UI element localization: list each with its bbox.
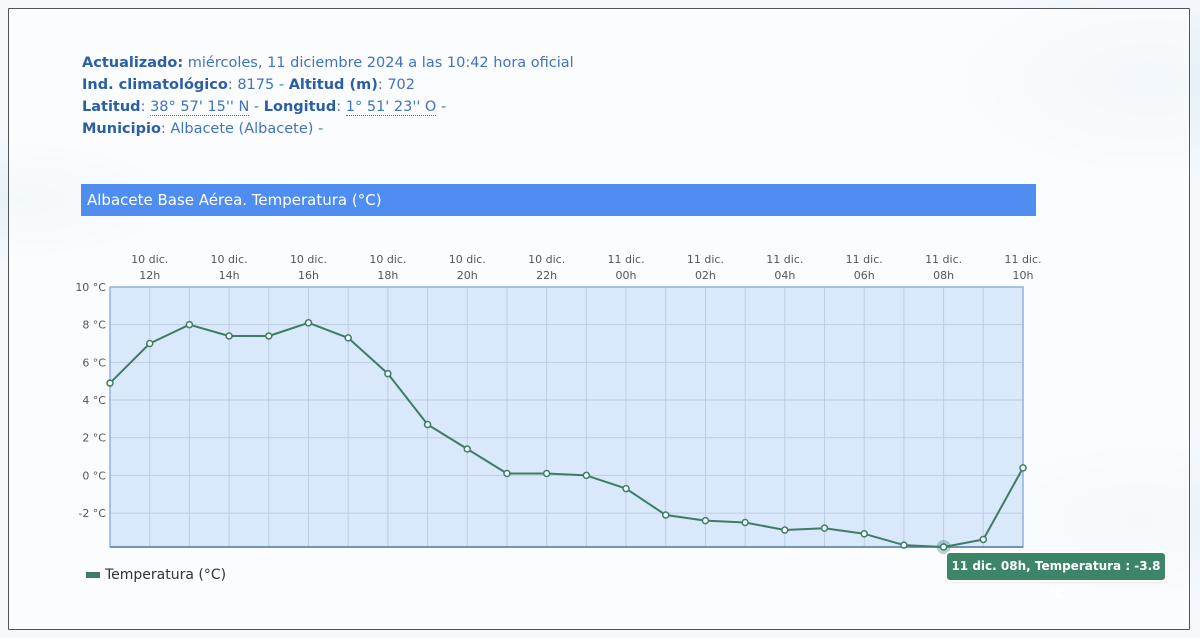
x-tick-label-hour: 06h bbox=[854, 269, 875, 282]
y-tick-label: 10 °C bbox=[75, 281, 106, 294]
longitude-separator-1: - bbox=[249, 99, 264, 115]
data-point bbox=[582, 471, 591, 480]
climate-line: Ind. climatológico: 8175 - Altitud (m): … bbox=[82, 74, 574, 96]
legend-label: Temperatura (°C) bbox=[105, 567, 227, 583]
y-tick-label: -2 °C bbox=[78, 507, 106, 520]
y-tick-label: 0 °C bbox=[82, 469, 106, 482]
chart-title: Albacete Base Aérea. Temperatura (°C) bbox=[81, 184, 1036, 216]
x-tick-label-date: 10 dic. bbox=[290, 253, 327, 266]
x-tick-label-date: 11 dic. bbox=[1004, 253, 1041, 266]
climate-index-value: : 8175 - bbox=[227, 77, 289, 93]
x-tick-label-hour: 00h bbox=[616, 269, 637, 282]
chart-tooltip: 11 dic. 08h, Temperatura : -3.8 °C bbox=[947, 553, 1165, 600]
station-info: Actualizado: miércoles, 11 diciembre 202… bbox=[82, 52, 574, 140]
climate-index-label: Ind. climatológico bbox=[82, 77, 228, 93]
latitude-label: Latitud bbox=[82, 99, 141, 115]
x-tick-label-date: 11 dic. bbox=[925, 253, 962, 266]
latitude-value[interactable]: 38° 57' 15'' N bbox=[150, 99, 250, 116]
x-tick-label-hour: 12h bbox=[139, 269, 160, 282]
y-tick-label: 8 °C bbox=[82, 319, 106, 332]
data-point bbox=[503, 469, 511, 478]
data-point bbox=[860, 530, 868, 538]
legend-swatch bbox=[86, 572, 100, 578]
data-point bbox=[781, 526, 789, 534]
data-point bbox=[463, 445, 472, 453]
x-tick-label-date: 10 dic. bbox=[211, 253, 248, 266]
data-point bbox=[701, 516, 710, 525]
data-point bbox=[939, 543, 948, 551]
data-point bbox=[344, 334, 352, 342]
plot-area bbox=[110, 287, 1023, 547]
x-tick-label-date: 10 dic. bbox=[449, 253, 486, 266]
latitude-separator: : bbox=[140, 99, 151, 115]
updated-line: Actualizado: miércoles, 11 diciembre 202… bbox=[82, 52, 574, 74]
altitude-value: : 702 bbox=[377, 77, 415, 93]
municipality-line: Municipio: Albacete (Albacete) - bbox=[82, 118, 574, 140]
x-tick-label-hour: 14h bbox=[219, 269, 240, 282]
x-tick-label-hour: 04h bbox=[774, 269, 795, 282]
data-point bbox=[225, 332, 233, 340]
data-point bbox=[1019, 464, 1027, 472]
x-tick-label-hour: 22h bbox=[536, 269, 557, 282]
data-point bbox=[145, 339, 154, 348]
x-tick-label-hour: 10h bbox=[1013, 269, 1034, 282]
x-tick-label-date: 11 dic. bbox=[687, 253, 724, 266]
data-point bbox=[384, 369, 392, 378]
y-tick-label: 2 °C bbox=[82, 432, 106, 445]
data-point bbox=[542, 469, 551, 478]
data-point bbox=[185, 320, 194, 329]
data-point bbox=[423, 420, 432, 429]
x-tick-label-date: 11 dic. bbox=[608, 253, 645, 266]
municipality-label: Municipio bbox=[82, 121, 161, 137]
x-tick-label-hour: 02h bbox=[695, 269, 716, 282]
updated-value: miércoles, 11 diciembre 2024 a las 10:42… bbox=[187, 55, 574, 71]
data-point bbox=[304, 319, 313, 327]
municipality-value: : Albacete (Albacete) - bbox=[160, 121, 324, 137]
longitude-separator-2: : bbox=[336, 99, 346, 115]
x-tick-label-date: 10 dic. bbox=[131, 253, 168, 266]
x-tick-label-date: 11 dic. bbox=[766, 253, 803, 266]
chart-legend[interactable]: Temperatura (°C) bbox=[86, 567, 226, 583]
data-point bbox=[979, 535, 988, 544]
x-tick-label-hour: 18h bbox=[377, 269, 398, 282]
data-point bbox=[741, 518, 749, 527]
y-tick-label: 4 °C bbox=[82, 394, 106, 407]
x-tick-label-hour: 16h bbox=[298, 269, 319, 282]
altitude-label: Altitud (m) bbox=[288, 77, 378, 93]
longitude-label: Longitud bbox=[263, 99, 337, 115]
data-point bbox=[820, 524, 829, 532]
coords-line: Latitud: 38° 57' 15'' N - Longitud: 1° 5… bbox=[82, 96, 574, 118]
data-point bbox=[265, 332, 273, 340]
longitude-trail: - bbox=[436, 99, 447, 115]
updated-label: Actualizado: bbox=[82, 55, 184, 71]
data-point bbox=[900, 541, 908, 549]
data-point bbox=[622, 484, 630, 493]
x-tick-label-date: 11 dic. bbox=[846, 253, 883, 266]
longitude-value[interactable]: 1° 51' 23'' O bbox=[345, 99, 437, 116]
data-point bbox=[106, 379, 114, 387]
temperature-line bbox=[109, 321, 1024, 548]
x-tick-label-hour: 20h bbox=[457, 269, 478, 282]
x-tick-label-date: 10 dic. bbox=[369, 253, 406, 266]
y-tick-label: 6 °C bbox=[82, 356, 106, 369]
data-point bbox=[661, 511, 670, 519]
x-tick-label-date: 10 dic. bbox=[528, 253, 565, 266]
x-tick-label-hour: 08h bbox=[933, 269, 954, 282]
